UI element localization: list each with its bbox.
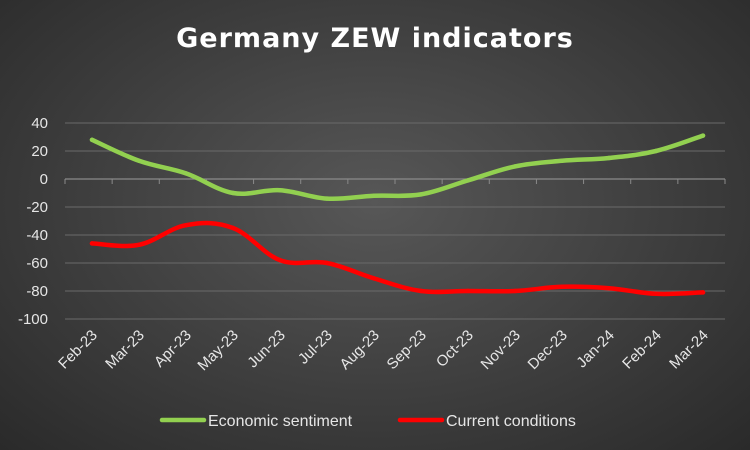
data-point-current-conditions xyxy=(136,242,142,247)
x-tick-label: Apr-23 xyxy=(151,327,195,371)
x-tick-label: Nov-23 xyxy=(478,327,524,373)
data-point-economic-sentiment xyxy=(418,192,424,197)
x-tick-label: Mar-24 xyxy=(666,327,712,373)
series-line-economic-sentiment xyxy=(89,133,706,202)
x-tick-label: Jul-23 xyxy=(295,327,336,368)
x-tick-label: Dec-23 xyxy=(525,327,571,373)
data-point-current-conditions xyxy=(89,241,95,246)
data-point-current-conditions xyxy=(559,284,565,289)
data-point-current-conditions xyxy=(183,223,189,228)
data-point-economic-sentiment xyxy=(89,137,95,142)
y-tick-label: 20 xyxy=(31,143,48,160)
data-point-economic-sentiment xyxy=(277,188,283,193)
series-lines xyxy=(89,133,706,297)
chart-title: Germany ZEW indicators xyxy=(176,23,574,54)
data-point-economic-sentiment xyxy=(371,193,377,198)
x-tick-label: Aug-23 xyxy=(337,327,383,373)
data-point-current-conditions xyxy=(653,291,659,296)
y-tick-label: -100 xyxy=(18,311,48,328)
data-point-economic-sentiment xyxy=(559,158,565,163)
series-line-current-conditions xyxy=(89,220,706,297)
x-axis: Feb-23 Mar-23 Apr-23 May-23 Jun-23 Jul-23 Aug-… xyxy=(55,179,726,374)
data-point-economic-sentiment xyxy=(183,171,189,176)
data-point-current-conditions xyxy=(371,276,377,281)
data-point-economic-sentiment xyxy=(606,155,612,161)
y-axis: 40 20 0 -20 -40 -60 -80 -100 xyxy=(18,115,48,328)
legend-label-current-conditions: Current conditions xyxy=(446,413,576,430)
data-point-economic-sentiment xyxy=(700,133,706,138)
data-point-current-conditions xyxy=(606,286,612,291)
y-tick-label: -80 xyxy=(26,283,48,300)
x-tick-label: Jan-24 xyxy=(573,327,617,371)
x-tick-label: Jun-23 xyxy=(244,327,288,371)
data-point-current-conditions xyxy=(512,288,518,294)
data-point-economic-sentiment xyxy=(512,164,518,169)
legend-label-economic-sentiment: Economic sentiment xyxy=(208,413,353,430)
legend: Economic sentiment Current conditions xyxy=(159,413,576,430)
y-tick-label: 0 xyxy=(40,171,48,188)
data-point-economic-sentiment xyxy=(324,196,330,201)
data-point-current-conditions xyxy=(277,258,283,263)
data-point-economic-sentiment xyxy=(653,148,659,154)
data-point-current-conditions xyxy=(230,225,236,231)
x-tick-label: Mar-23 xyxy=(102,327,148,373)
data-point-economic-sentiment xyxy=(230,190,236,196)
x-tick-label: May-23 xyxy=(194,327,241,374)
data-point-economic-sentiment xyxy=(136,158,142,163)
x-tick-label: Oct-23 xyxy=(433,327,477,371)
y-tick-label: -20 xyxy=(26,199,48,216)
data-point-current-conditions xyxy=(418,288,424,294)
y-tick-label: -60 xyxy=(26,255,48,272)
data-point-current-conditions xyxy=(465,288,471,294)
x-tick-label: Feb-24 xyxy=(619,327,665,373)
y-tick-label: -40 xyxy=(26,227,48,244)
x-tick-label: Sep-23 xyxy=(384,327,430,373)
data-point-current-conditions xyxy=(324,260,330,266)
y-tick-label: 40 xyxy=(31,115,48,132)
data-point-current-conditions xyxy=(700,290,706,295)
data-point-economic-sentiment xyxy=(465,178,471,183)
x-tick-label: Feb-23 xyxy=(55,327,101,373)
